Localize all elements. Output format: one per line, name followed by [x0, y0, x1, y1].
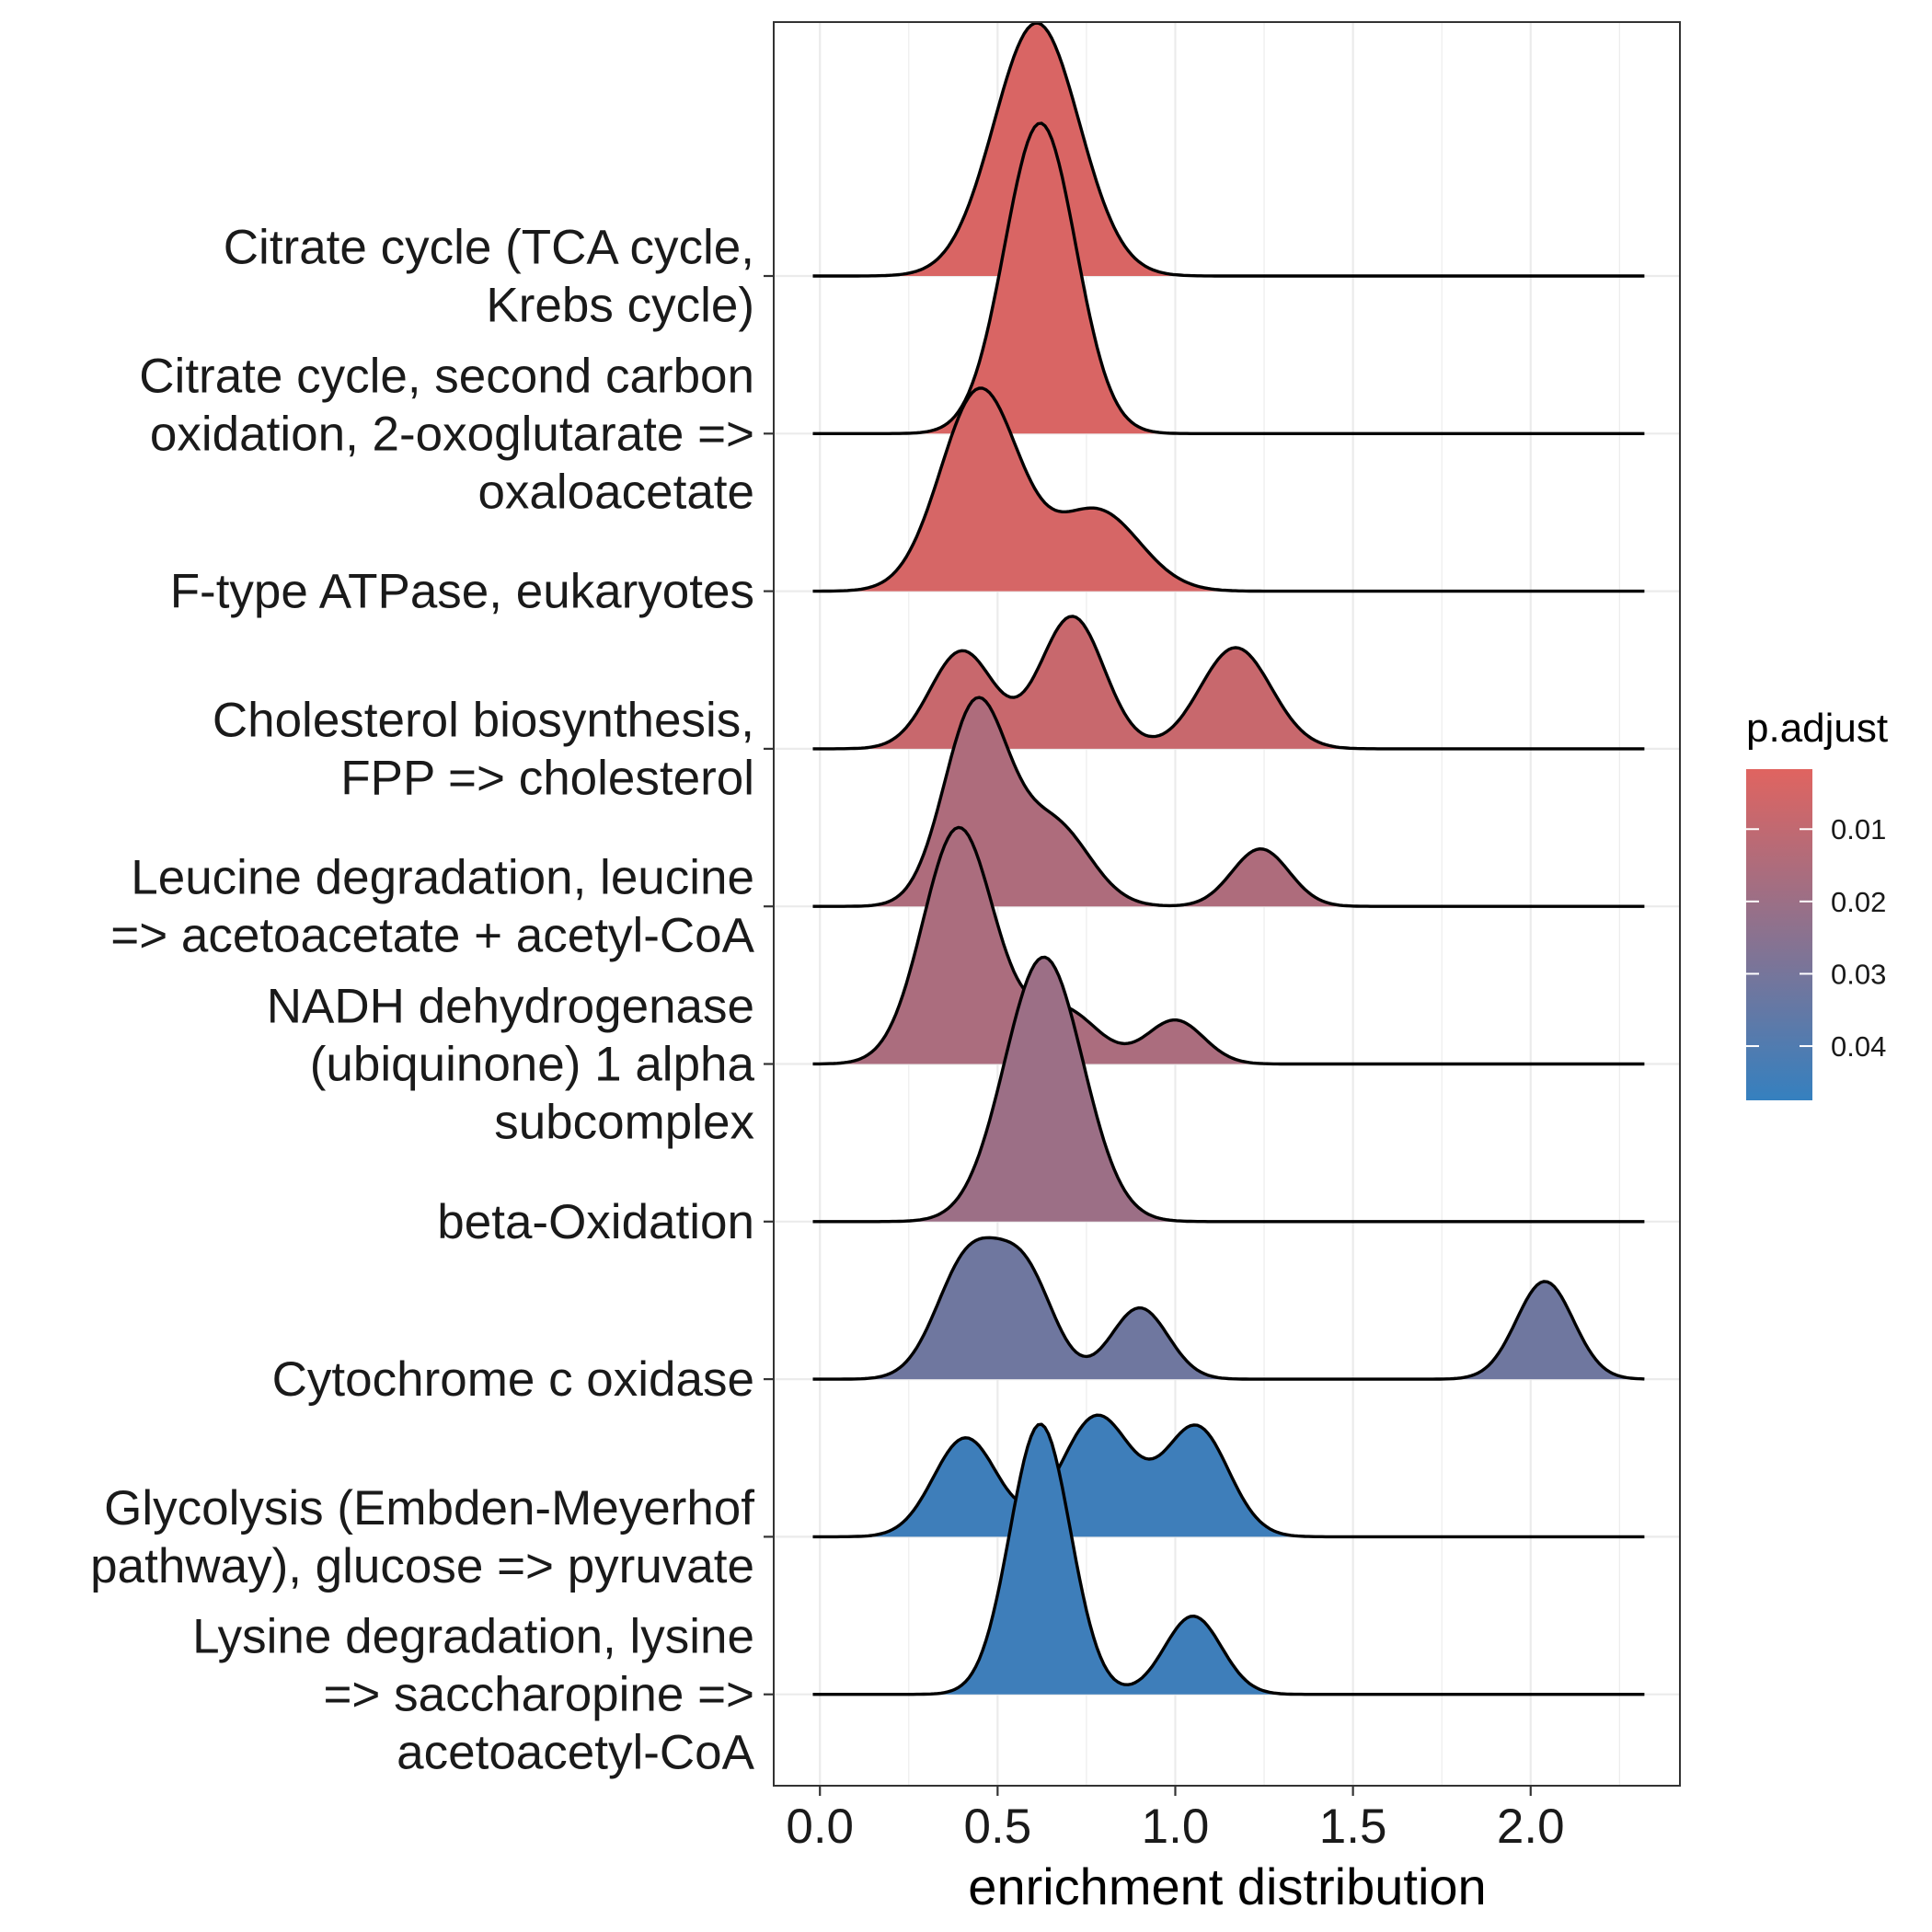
- y-tick-label: Lysine degradation, lysine: [192, 1610, 754, 1664]
- x-tick-label: 2.0: [1497, 1800, 1565, 1854]
- x-axis-title: enrichment distribution: [968, 1857, 1486, 1915]
- y-tick-label: (ubiquinone) 1 alpha: [310, 1038, 755, 1092]
- y-tick-label: Krebs cycle): [486, 279, 754, 333]
- y-tick-label: Cytochrome c oxidase: [272, 1352, 754, 1407]
- y-tick-label: => saccharopine =>: [323, 1668, 754, 1722]
- color-legend: p.adjust 0.01 0.02 0.03 0.04: [1746, 706, 1888, 1100]
- y-tick-label: Leucine degradation, leucine: [131, 851, 754, 905]
- panel-border: [773, 21, 1681, 1787]
- legend-tick-label: 0.04: [1831, 1030, 1886, 1063]
- y-tick-label: NADH dehydrogenase: [267, 980, 754, 1034]
- ridge-outline: [812, 955, 1645, 1224]
- density-ridges: [812, 21, 1645, 1696]
- ridge-outline: [812, 121, 1645, 435]
- x-tick-label: 1.5: [1319, 1800, 1387, 1854]
- ridge-fill: [812, 123, 1645, 434]
- ridge-outline: [812, 825, 1645, 1066]
- legend-ticks: 0.01 0.02 0.03 0.04: [1746, 813, 1886, 1063]
- ridge-6: [812, 825, 1645, 1066]
- ridge-4: [812, 615, 1645, 751]
- y-tick-label: subcomplex: [494, 1096, 754, 1150]
- ridge-5: [812, 696, 1645, 908]
- ridge-fill: [812, 1415, 1645, 1537]
- ridge-outline: [812, 1422, 1645, 1696]
- y-axis-labels: Citrate cycle (TCA cycle,Krebs cycle) Cit…: [90, 221, 754, 1780]
- ridge-2: [812, 121, 1645, 435]
- legend-tick-label: 0.02: [1831, 886, 1886, 918]
- ridge-fill: [812, 23, 1645, 276]
- y-tick-label: acetoacetyl-CoA: [397, 1726, 755, 1780]
- ridge-fill: [812, 697, 1645, 907]
- y-tick-label: F-type ATPase, eukaryotes: [170, 565, 754, 619]
- y-tick-label: Citrate cycle (TCA cycle,: [224, 221, 754, 275]
- ridge-fill: [812, 615, 1645, 749]
- ridge-outline: [812, 386, 1645, 593]
- y-tick-label: beta-Oxidation: [437, 1195, 754, 1249]
- ridge-1: [812, 21, 1645, 278]
- ridge-fill: [812, 388, 1645, 592]
- ridge-outline: [812, 1236, 1645, 1381]
- y-tick-label: oxidation, 2-oxoglutarate =>: [150, 407, 754, 461]
- y-tick-label: => acetoacetate + acetyl-CoA: [110, 909, 754, 963]
- y-tick-label: oxaloacetate: [477, 465, 754, 519]
- ridge-9: [812, 1413, 1645, 1539]
- legend-colorbar: [1746, 769, 1812, 1100]
- ridge-7: [812, 955, 1645, 1224]
- x-axis-ticks: 0.0 0.5 1.0 1.5 2.0: [786, 1786, 1565, 1854]
- x-tick-label: 1.0: [1142, 1800, 1210, 1854]
- ridge-3: [812, 386, 1645, 593]
- y-tick-label: pathway), glucose => pyruvate: [90, 1539, 754, 1593]
- y-tick-label: Glycolysis (Embden-Meyerhof: [104, 1481, 754, 1535]
- y-tick-label: Citrate cycle, second carbon: [139, 349, 754, 403]
- ridge-10: [812, 1422, 1645, 1696]
- ridge-8: [812, 1236, 1645, 1381]
- ridge-fill: [812, 1424, 1645, 1695]
- ridge-outline: [812, 1413, 1645, 1539]
- y-tick-label: FPP => cholesterol: [340, 751, 754, 805]
- ridge-outline: [812, 615, 1645, 751]
- legend-title: p.adjust: [1746, 706, 1888, 751]
- y-tick-label: Cholesterol biosynthesis,: [213, 693, 754, 747]
- legend-tick-label: 0.01: [1831, 813, 1886, 845]
- ridge-fill: [812, 1237, 1645, 1380]
- x-tick-label: 0.0: [786, 1800, 854, 1854]
- ridge-fill: [812, 957, 1645, 1222]
- y-axis-ticks: [764, 274, 774, 1696]
- ridge-outline: [812, 696, 1645, 908]
- ridge-outline: [812, 21, 1645, 278]
- legend-tick-label: 0.03: [1831, 958, 1886, 990]
- x-tick-label: 0.5: [964, 1800, 1032, 1854]
